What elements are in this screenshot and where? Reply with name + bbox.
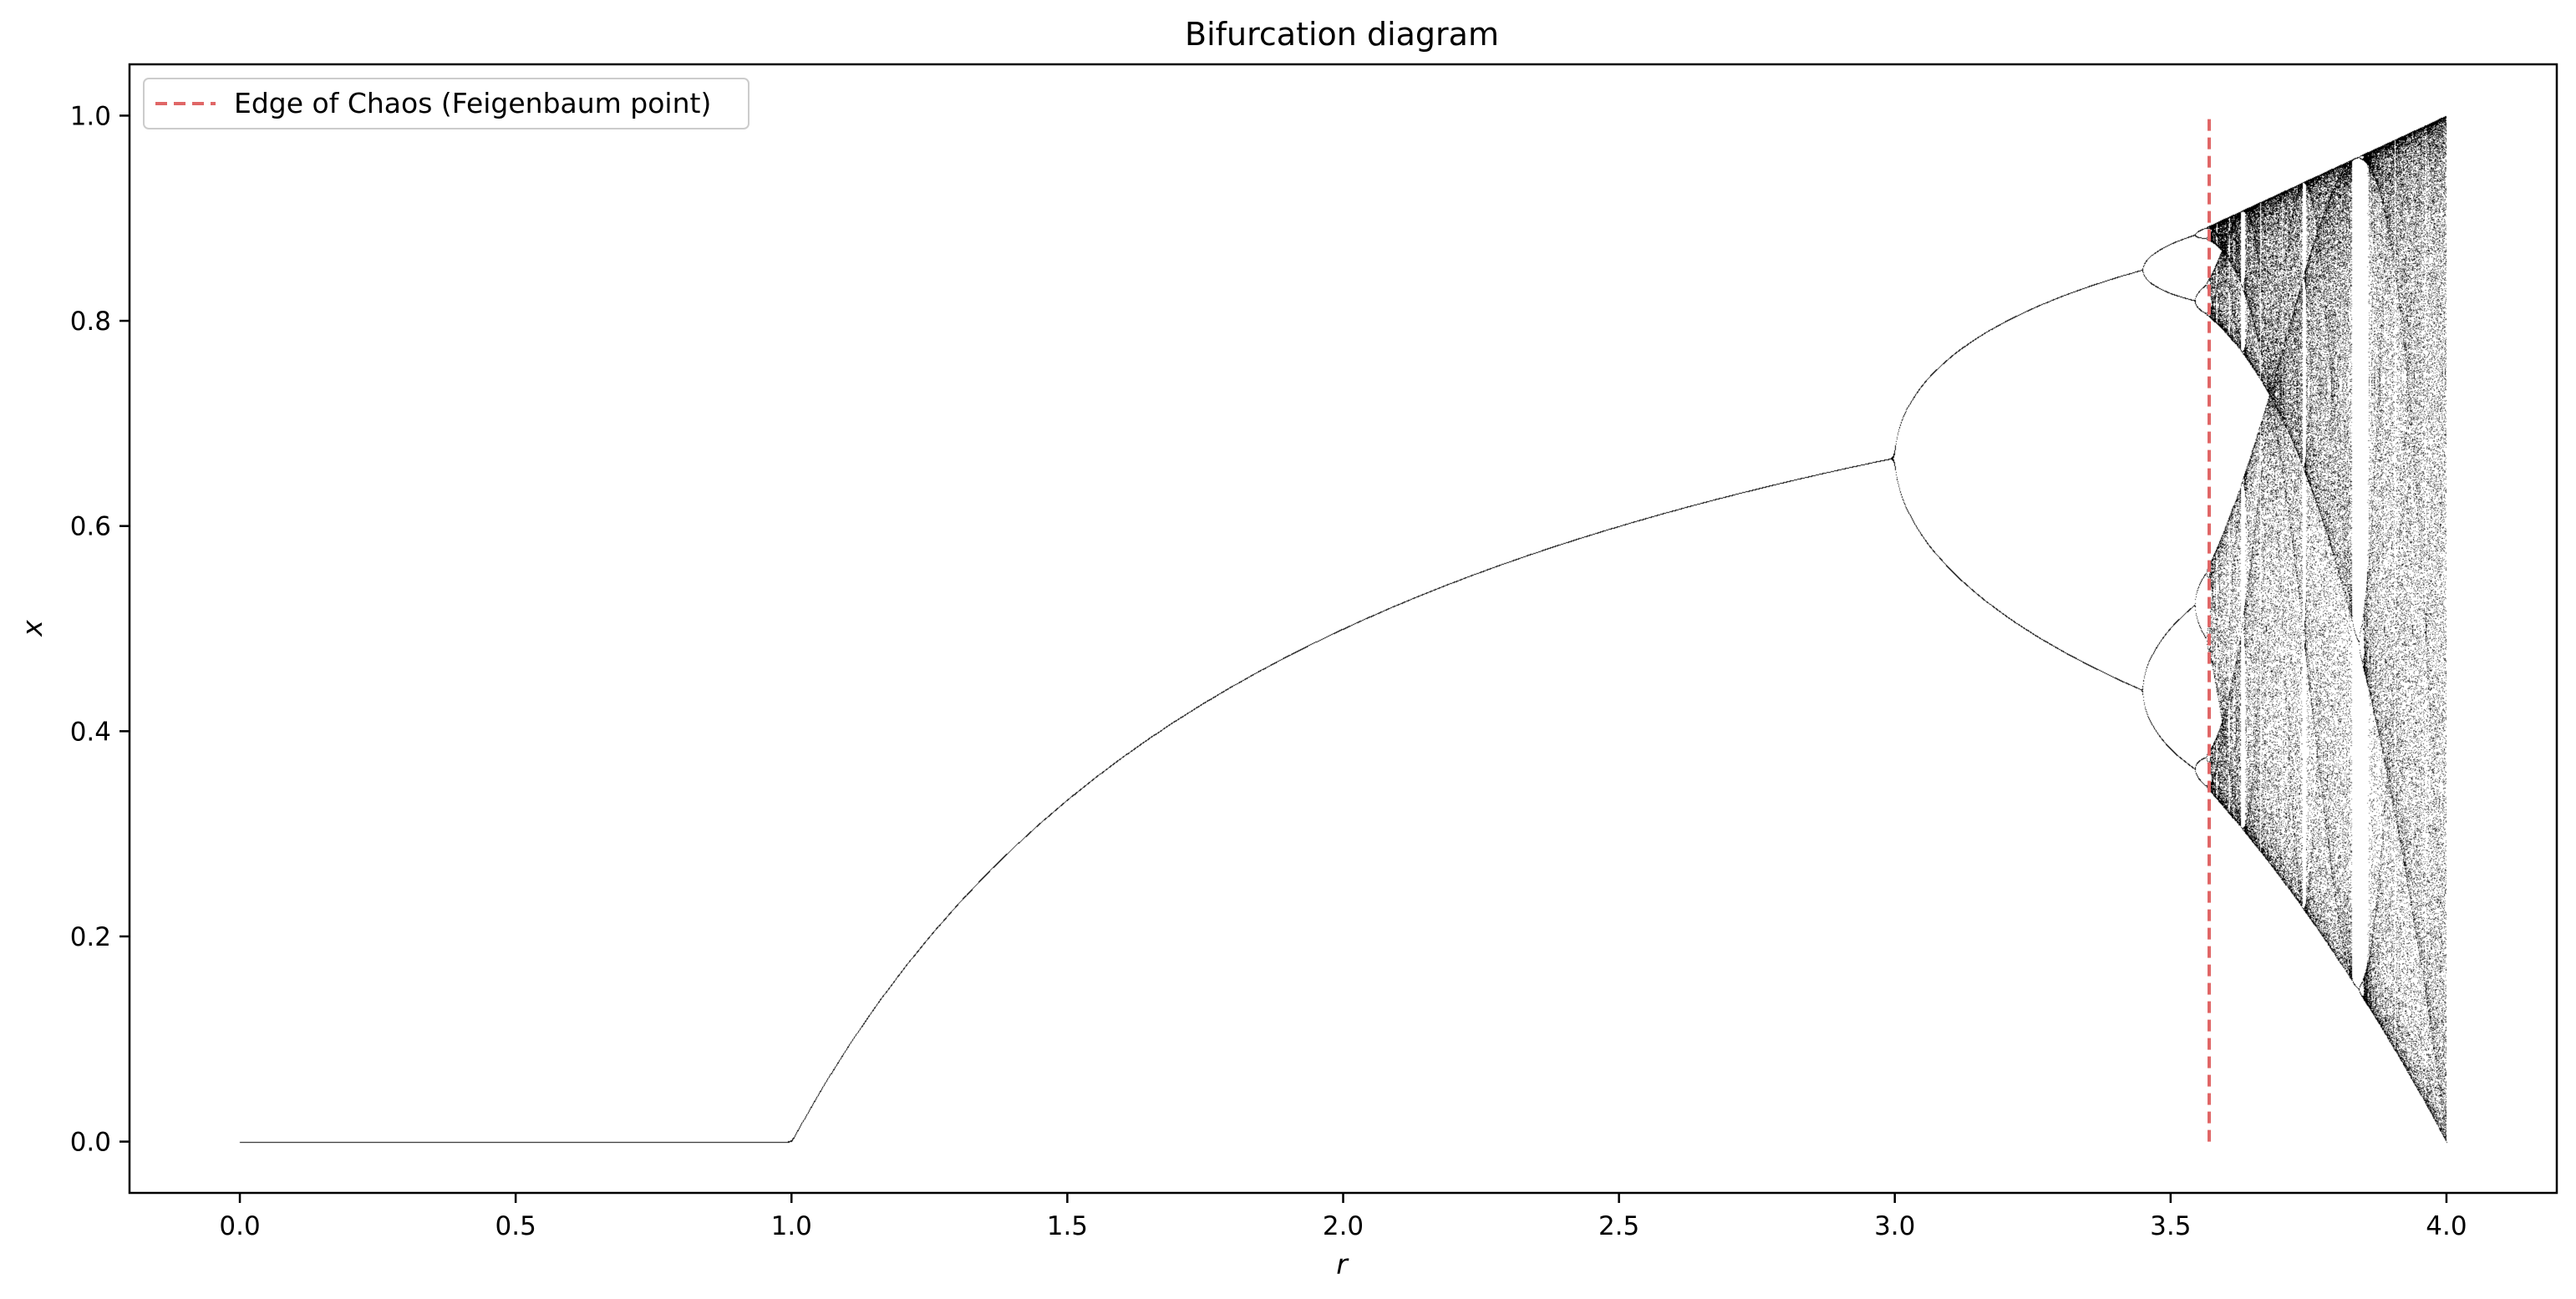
x-tick-label: 2.5 [1598,1211,1639,1241]
plot-frame [128,63,2558,1195]
legend: Edge of Chaos (Feigenbaum point) [143,78,749,129]
y-axis: 0.0 0.2 0.4 0.6 0.8 1.0 [70,101,130,1158]
y-tick-label: 0.0 [70,1128,111,1158]
x-tick-label: 4.0 [2426,1211,2467,1241]
x-axis: 0.0 0.5 1.0 1.5 2.0 2.5 3.0 3.5 4.0 [219,1193,2467,1241]
y-tick-label: 0.4 [70,717,111,747]
x-tick-label: 3.0 [1874,1211,1915,1241]
x-tick-label: 0.0 [219,1211,260,1241]
y-tick-label: 1.0 [70,101,111,131]
x-tick-label: 3.5 [2150,1211,2191,1241]
bifurcation-scatter [130,64,2557,1193]
legend-box [143,78,749,129]
y-tick-label: 0.8 [70,307,111,337]
y-tick-label: 0.6 [70,512,111,542]
x-axis-label: r [1336,1248,1349,1281]
y-axis-label: x [16,620,48,637]
y-tick-label: 0.2 [70,922,111,952]
x-tick-label: 1.5 [1047,1211,1088,1241]
x-tick-label: 1.0 [771,1211,812,1241]
x-tick-label: 0.5 [495,1211,536,1241]
x-tick-label: 2.0 [1323,1211,1364,1241]
legend-entry-label: Edge of Chaos (Feigenbaum point) [234,87,711,119]
chart-title: Bifurcation diagram [1185,16,1499,53]
